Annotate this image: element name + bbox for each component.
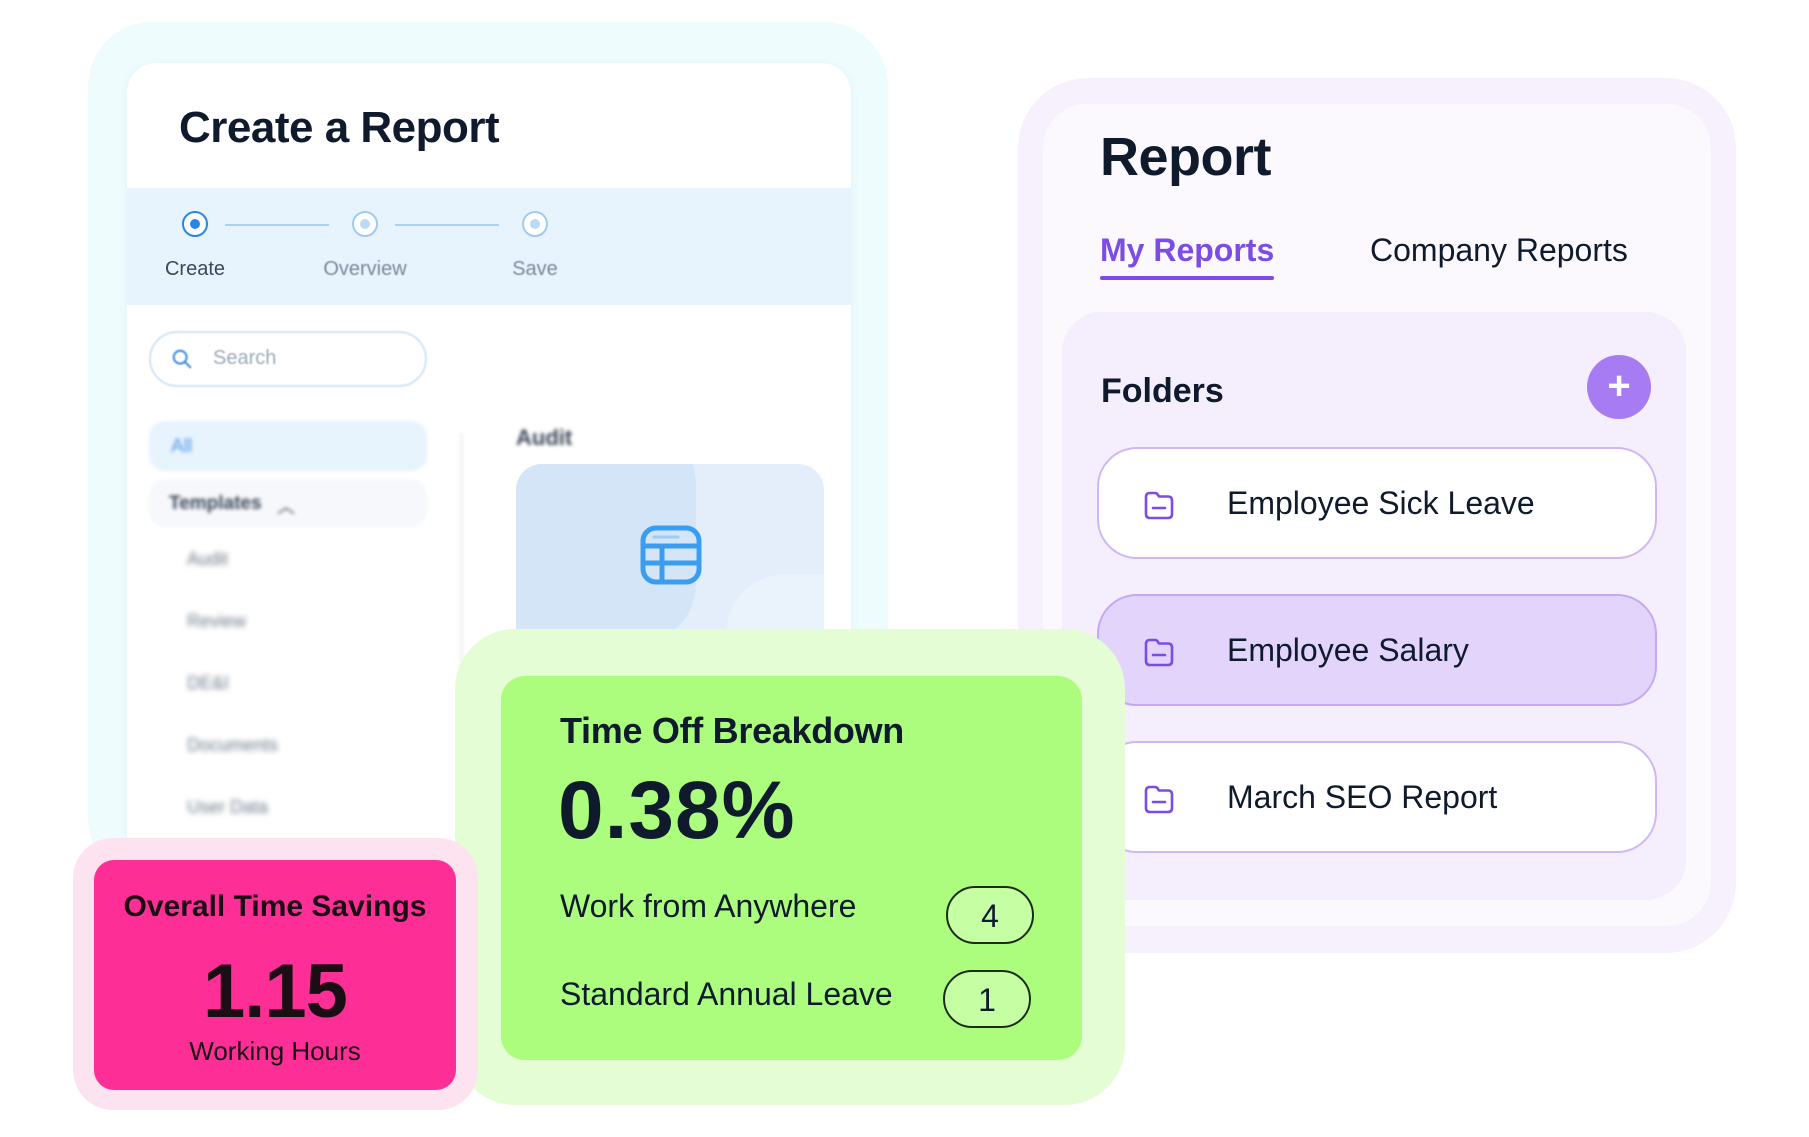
search-input[interactable]: Search — [149, 331, 427, 387]
search-placeholder: Search — [213, 347, 277, 369]
template-item-review[interactable]: Review — [187, 611, 247, 631]
category-all[interactable]: All — [149, 421, 427, 471]
folder-employee-salary[interactable]: Employee Salary — [1097, 594, 1657, 706]
tab-my-reports[interactable]: My Reports — [1100, 232, 1275, 268]
report-stepper: Create Overview Save — [127, 188, 851, 305]
folder-label: March SEO Report — [1227, 779, 1498, 815]
folders-panel: Folders + Employee Sick Leave Employee S… — [1062, 312, 1686, 900]
step-connector — [225, 224, 329, 226]
report-card: Report My Reports Company Reports Folder… — [1043, 104, 1711, 926]
time-off-row-label: Work from Anywhere — [560, 888, 857, 924]
folder-march-seo-report[interactable]: March SEO Report — [1097, 741, 1657, 853]
folders-title: Folders — [1101, 372, 1224, 410]
time-off-card: Time Off Breakdown 0.38% Work from Anywh… — [501, 676, 1082, 1060]
step-save-label[interactable]: Save — [512, 258, 558, 280]
template-item-dei[interactable]: DE&I — [187, 673, 230, 693]
report-title: Report — [1100, 127, 1272, 187]
time-off-count-badge: 4 — [946, 886, 1034, 944]
create-report-title: Create a Report — [179, 103, 500, 152]
active-tab-indicator — [1100, 276, 1274, 280]
step-connector — [395, 224, 499, 226]
search-icon — [172, 349, 192, 369]
step-save-dot[interactable] — [522, 211, 548, 237]
step-create-dot[interactable] — [182, 211, 208, 237]
category-templates-label: Templates — [169, 493, 262, 514]
folder-employee-sick-leave[interactable]: Employee Sick Leave — [1097, 447, 1657, 559]
time-savings-title: Overall Time Savings — [123, 890, 427, 923]
folder-icon — [1144, 785, 1174, 814]
step-overview-label[interactable]: Overview — [323, 258, 407, 280]
step-create-label[interactable]: Create — [164, 258, 226, 280]
thumb-decoration — [516, 464, 696, 644]
folder-icon — [1144, 491, 1174, 520]
category-all-label: All — [171, 436, 193, 457]
time-off-count-badge: 1 — [943, 970, 1031, 1028]
folder-label: Employee Sick Leave — [1227, 485, 1535, 521]
tab-company-reports[interactable]: Company Reports — [1370, 232, 1628, 268]
time-savings-card: Overall Time Savings 1.15 Working Hours — [94, 860, 456, 1090]
time-savings-value: 1.15 — [203, 949, 348, 1034]
category-templates[interactable]: Templates ︿ — [149, 479, 427, 527]
add-folder-button[interactable]: + — [1587, 355, 1651, 419]
time-savings-unit: Working Hours — [189, 1036, 361, 1066]
time-off-value: 0.38% — [558, 765, 796, 856]
template-item-user-data[interactable]: User Data — [187, 797, 269, 817]
panel-divider — [460, 433, 463, 863]
time-off-title: Time Off Breakdown — [560, 710, 905, 751]
template-item-documents[interactable]: Documents — [187, 735, 279, 755]
section-heading-audit: Audit — [516, 425, 573, 450]
step-overview-dot[interactable] — [352, 211, 378, 237]
folder-label: Employee Salary — [1227, 632, 1469, 668]
template-item-audit[interactable]: Audit — [187, 549, 229, 569]
folder-icon — [1144, 638, 1174, 667]
chevron-up-icon[interactable]: ︿ — [277, 497, 295, 517]
time-off-row-label: Standard Annual Leave — [560, 976, 893, 1012]
table-icon — [640, 525, 702, 585]
